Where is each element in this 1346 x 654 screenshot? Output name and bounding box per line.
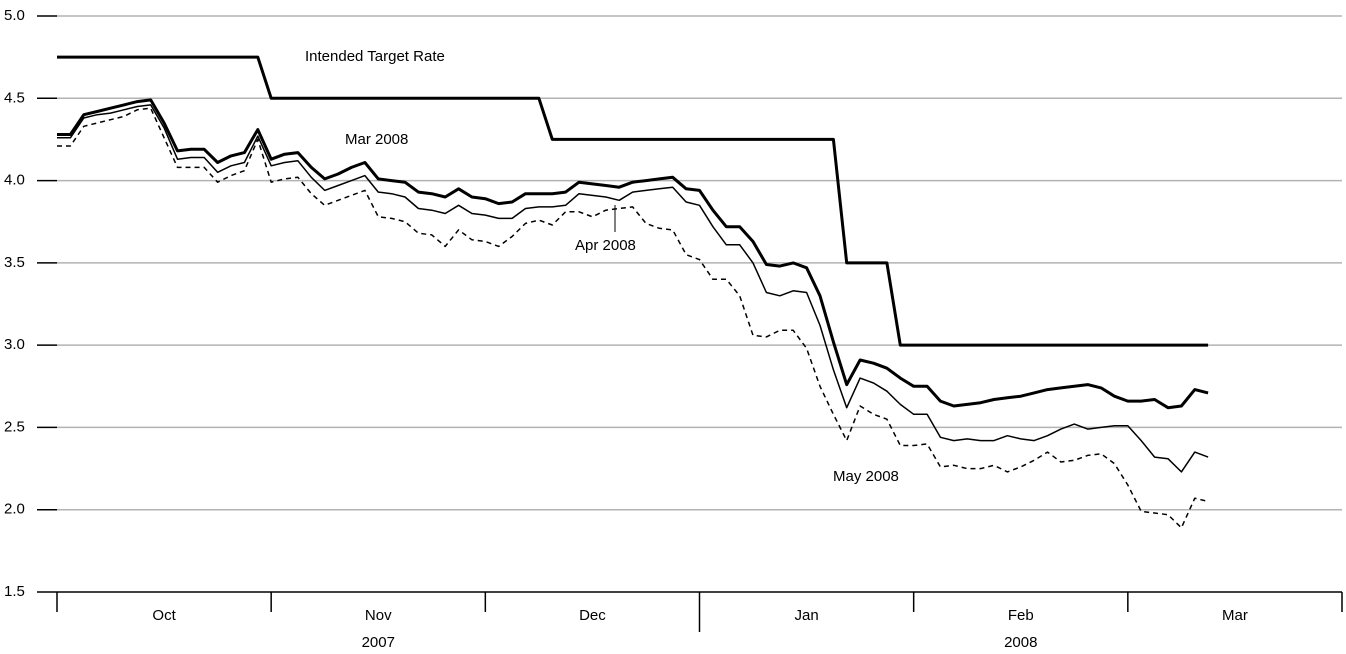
y-tick-label: 3.5 (4, 254, 25, 271)
x-tick-label: Jan (794, 607, 818, 624)
y-tick-label: 2.0 (4, 501, 25, 518)
y-tick-label: 4.0 (4, 172, 25, 189)
series-label: Apr 2008 (575, 237, 636, 254)
y-tick-label: 1.5 (4, 583, 25, 600)
y-tick-label: 3.0 (4, 336, 25, 353)
x-tick-label: Nov (365, 607, 392, 624)
y-tick-label: 5.0 (4, 7, 25, 24)
series-label: Intended Target Rate (305, 48, 445, 65)
x-tick-label: Dec (579, 607, 606, 624)
series-line (57, 107, 1209, 529)
y-tick-label: 4.5 (4, 89, 25, 106)
series-line (57, 98, 1209, 410)
series-line (57, 104, 1209, 473)
year-label: 2008 (1004, 634, 1037, 651)
x-tick-label: Oct (152, 607, 176, 624)
series-label: May 2008 (833, 468, 899, 485)
x-tick-label: Mar (1222, 607, 1248, 624)
series-label: Mar 2008 (345, 131, 408, 148)
series-line (57, 55, 1209, 347)
x-tick-label: Feb (1008, 607, 1034, 624)
y-tick-label: 2.5 (4, 418, 25, 435)
year-label: 2007 (362, 634, 395, 651)
